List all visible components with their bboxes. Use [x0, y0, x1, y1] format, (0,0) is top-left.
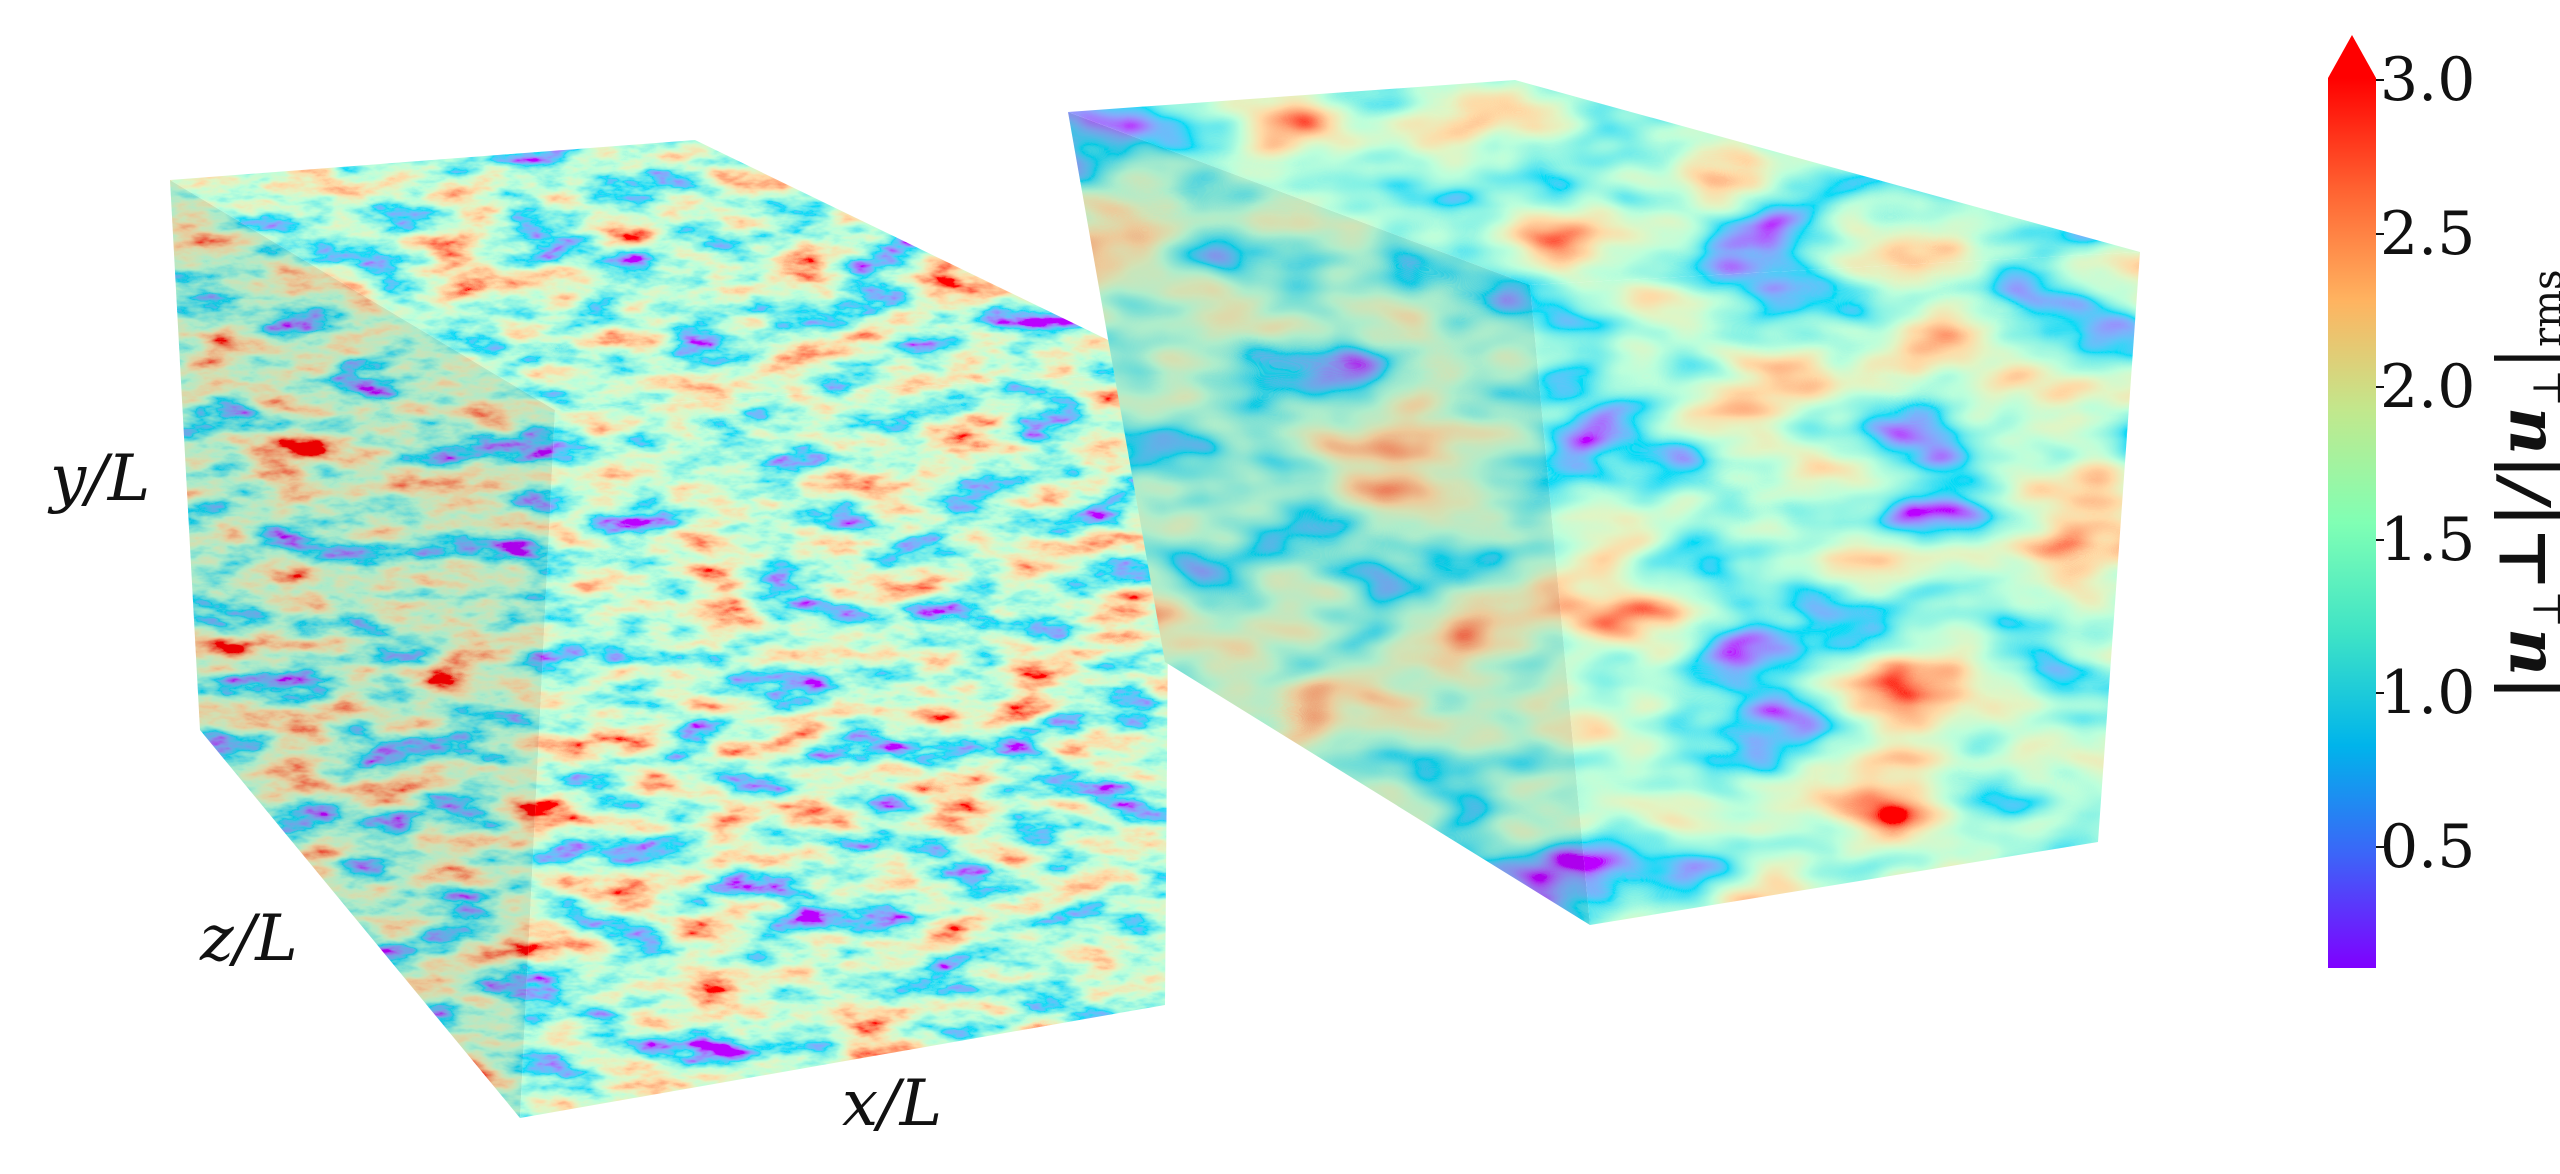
- colorbar-tick-label: 1.5: [2380, 505, 2475, 575]
- colorbar-gradient: [2328, 78, 2376, 968]
- colorbar: 3.0 2.5 2.0 1.5 1.0 0.5 |u⊥⊥|/|u⊥|rms: [2328, 35, 2560, 968]
- cube2-front-face: [1530, 252, 2140, 925]
- z-axis-label: z/L: [199, 902, 298, 976]
- colorbar-tick-label: 1.0: [2380, 658, 2475, 728]
- x-axis-label: x/L: [842, 1067, 942, 1141]
- cube-coarse-turbulence: [1068, 80, 2140, 925]
- cube-fine-turbulence: [170, 140, 1170, 1118]
- colorbar-tick-label: 3.0: [2380, 45, 2475, 115]
- colorbar-ticks: 3.0 2.5 2.0 1.5 1.0 0.5: [2376, 45, 2475, 882]
- colorbar-tick-label: 2.5: [2380, 199, 2475, 269]
- colorbar-extend-arrow: [2328, 35, 2376, 78]
- y-axis-label: y/L: [47, 442, 150, 516]
- colorbar-tick-label: 0.5: [2380, 812, 2475, 882]
- cube1-front-face: [520, 370, 1170, 1118]
- colorbar-label: |u⊥⊥|/|u⊥|rms: [2483, 269, 2560, 700]
- colorbar-tick-label: 2.0: [2380, 352, 2475, 422]
